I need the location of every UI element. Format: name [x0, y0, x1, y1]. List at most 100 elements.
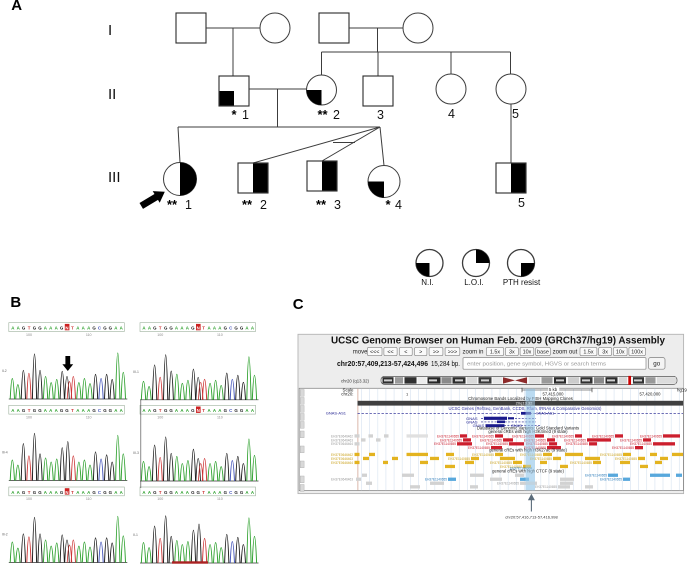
svg-text:EH37E1140655: EH37E1140655	[524, 438, 546, 442]
svg-text:II-1: II-1	[133, 533, 138, 537]
svg-text:G: G	[60, 408, 64, 413]
svg-text:UCSC Genes (RefSeq, GenBank, C: UCSC Genes (RefSeq, GenBank, CCDS, Rfam,…	[449, 406, 602, 411]
svg-text:chr20 (q13.32): chr20 (q13.32)	[341, 379, 370, 384]
svg-text:A: A	[207, 408, 211, 413]
svg-text:A: A	[82, 408, 86, 413]
svg-text:5: 5	[512, 107, 519, 121]
svg-text:A: A	[180, 326, 184, 331]
svg-text:T: T	[28, 490, 31, 495]
svg-text:A: A	[207, 490, 211, 495]
svg-text:A: A	[55, 408, 59, 413]
svg-text:III-4: III-4	[2, 451, 8, 455]
svg-text:A: A	[251, 326, 255, 331]
svg-text:EH37E1140655: EH37E1140655	[552, 434, 574, 438]
svg-text:EH37E1140655: EH37E1140655	[434, 442, 456, 446]
svg-text:G: G	[92, 408, 96, 413]
svg-text:**: **	[167, 197, 178, 212]
svg-text:G: G	[191, 326, 195, 331]
svg-text:57,415,000: 57,415,000	[543, 392, 565, 397]
svg-text:1.5x: 1.5x	[583, 350, 593, 356]
svg-text:A: A	[218, 408, 222, 413]
svg-text:G: G	[164, 326, 168, 331]
svg-text:<<<: <<<	[370, 350, 379, 356]
svg-text:I: I	[108, 22, 112, 39]
svg-text:<<: <<	[387, 350, 393, 356]
svg-text:EH37E1140655: EH37E1140655	[612, 446, 634, 450]
svg-text:G: G	[109, 490, 113, 495]
svg-text:A: A	[213, 490, 217, 495]
svg-text:II: II	[108, 86, 116, 103]
svg-text:enter position, gene symbol, H: enter position, gene symbol, HGVS or sea…	[467, 361, 606, 367]
svg-text:A: A	[148, 326, 152, 331]
svg-text:G: G	[38, 326, 42, 331]
svg-text:chr20:57,409,213-57,424,496: chr20:57,409,213-57,424,496	[337, 359, 428, 368]
svg-text:G: G	[38, 490, 42, 495]
svg-text:G: G	[33, 408, 37, 413]
svg-text:A: A	[180, 408, 184, 413]
svg-text:EH37E0646464: EH37E0646464	[331, 461, 353, 465]
svg-text:N: N	[197, 326, 200, 331]
svg-text:1: 1	[406, 392, 409, 397]
svg-text:G: G	[60, 326, 64, 331]
svg-text:A: A	[87, 408, 91, 413]
svg-text:III-1: III-1	[133, 370, 139, 374]
svg-text:110: 110	[217, 497, 223, 501]
svg-text:A: A	[120, 408, 124, 413]
svg-text:EH37E0646463: EH37E0646463	[331, 457, 353, 461]
svg-text:A: A	[175, 490, 179, 495]
svg-text:EH37E1140655: EH37E1140655	[564, 438, 586, 442]
svg-text:A: A	[120, 490, 124, 495]
svg-text:EH37E1140655: EH37E1140655	[615, 457, 637, 461]
svg-text:G: G	[191, 490, 195, 495]
svg-text:A: A	[142, 326, 146, 331]
svg-text:>>>: >>>	[448, 350, 457, 356]
svg-text:G: G	[153, 408, 157, 413]
svg-text:110: 110	[86, 333, 92, 337]
svg-text:EH37E1140655: EH37E1140655	[425, 478, 447, 482]
svg-text:G: G	[164, 490, 168, 495]
svg-text:**: **	[316, 197, 327, 212]
svg-text:T: T	[28, 408, 31, 413]
svg-text:A: A	[17, 408, 21, 413]
svg-text:EH37E1140655: EH37E1140655	[480, 438, 502, 442]
svg-text:G: G	[60, 490, 64, 495]
svg-text:zoom out: zoom out	[553, 350, 578, 356]
svg-text:C: C	[229, 326, 233, 331]
svg-text:A: A	[245, 490, 249, 495]
svg-text:110: 110	[86, 497, 92, 501]
svg-text:G: G	[153, 490, 157, 495]
svg-text:100: 100	[157, 497, 163, 501]
svg-text:5: 5	[518, 196, 525, 210]
svg-text:GNAS: GNAS	[466, 416, 478, 421]
svg-text:EH37E1140655: EH37E1140655	[530, 457, 552, 461]
svg-text:G: G	[109, 408, 113, 413]
svg-text:EH37E1140655: EH37E1140655	[592, 434, 614, 438]
svg-text:G: G	[103, 408, 107, 413]
svg-text:20q13.32: 20q13.32	[516, 401, 533, 406]
svg-text:EH37E0646462: EH37E0646462	[331, 434, 353, 438]
svg-text:C: C	[98, 490, 102, 495]
svg-text:A: A	[245, 326, 249, 331]
svg-text:N: N	[65, 326, 68, 331]
svg-text:T: T	[159, 490, 162, 495]
svg-text:EH37E1140655: EH37E1140655	[472, 434, 494, 438]
svg-text:A: A	[245, 408, 249, 413]
svg-text:A: A	[55, 326, 59, 331]
svg-text:A: A	[49, 408, 53, 413]
svg-text:G: G	[103, 326, 107, 331]
svg-text:15,284 bp.: 15,284 bp.	[431, 359, 460, 368]
svg-text:A: A	[218, 490, 222, 495]
svg-text:chr20:57,416,713-57,416,998: chr20:57,416,713-57,416,998	[505, 515, 558, 520]
svg-text:A: A	[87, 326, 91, 331]
svg-text:3: 3	[377, 108, 384, 122]
svg-text:base: base	[537, 350, 549, 356]
svg-text:G: G	[153, 326, 157, 331]
svg-text:G: G	[164, 408, 168, 413]
svg-text:110: 110	[217, 333, 223, 337]
svg-text:G: G	[92, 490, 96, 495]
svg-text:G: G	[240, 490, 244, 495]
svg-text:A: A	[251, 490, 255, 495]
svg-text:*: *	[232, 107, 238, 122]
svg-text:N.I.: N.I.	[421, 278, 433, 287]
svg-text:A: A	[49, 326, 53, 331]
